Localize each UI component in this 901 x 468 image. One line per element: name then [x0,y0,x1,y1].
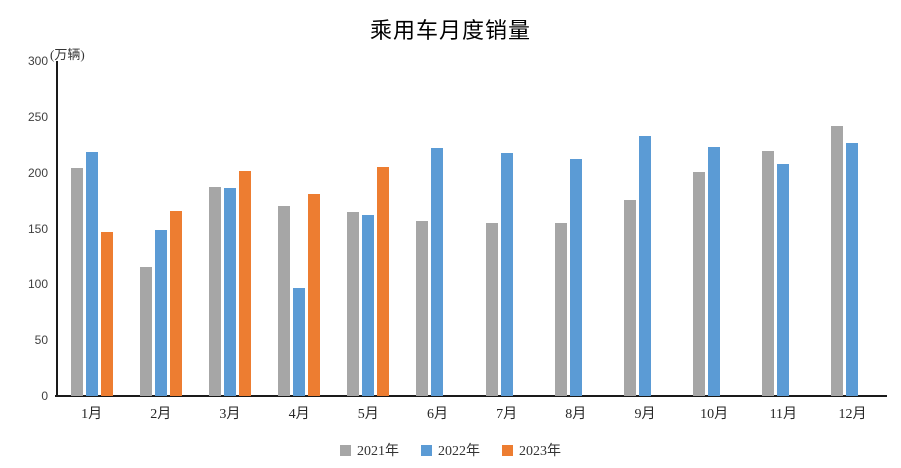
x-axis-label: 5月 [357,407,379,422]
bar-2022年-10月 [708,146,721,396]
bar-group-1月 [57,61,126,396]
bar-2023年-3月 [238,170,251,396]
x-axis-label: 9月 [634,407,656,422]
bar-2021年-11月 [762,151,775,396]
bar-2023年-4月 [308,193,321,396]
bar-group-12月 [818,61,887,396]
x-axis-line [55,395,887,397]
y-tick-label: 150 [27,221,48,236]
x-axis-label: 1月 [81,407,103,422]
bar-2022年-4月 [293,288,306,396]
legend-swatch-icon [502,444,513,456]
bar-2022年-6月 [431,147,444,396]
x-axis-label: 7月 [496,407,518,422]
bar-2023年-2月 [169,211,182,396]
bar-2021年-6月 [416,220,429,396]
bar-group-8月 [541,61,610,396]
legend-swatch-icon [421,444,432,456]
bar-2022年-9月 [638,135,651,396]
bar-2021年-9月 [623,200,636,396]
bar-group-5月 [334,61,403,396]
bar-2022年-3月 [223,187,236,396]
y-tick-label: 50 [34,333,48,348]
bar-2022年-11月 [777,164,790,396]
chart-legend: 2021年 2022年 2023年 [0,440,901,460]
bar-group-3月 [195,61,264,396]
bar-group-2月 [126,61,195,396]
y-axis-unit-label: (万辆) [50,47,85,62]
bar-group-10月 [680,61,749,396]
y-tick-label: 0 [41,389,48,403]
bar-group-6月 [403,61,472,396]
bar-2022年-2月 [154,229,167,396]
bar-2021年-1月 [70,167,83,396]
bar-2021年-8月 [554,222,567,396]
bar-2022年-7月 [500,153,513,396]
bar-group-4月 [265,61,334,396]
bar-2021年-10月 [693,171,706,396]
x-axis-labels: 1月 2月 3月 4月 5月 6月 7月 8月 9月 10月 11月 12月 [57,403,887,423]
bar-2022年-1月 [85,151,98,396]
bar-group-7月 [472,61,541,396]
bar-group-11月 [749,61,818,396]
bar-2022年-12月 [846,143,859,396]
x-axis-label: 10月 [700,407,729,422]
bar-2023年-1月 [100,231,113,396]
y-tick-label: 200 [27,165,48,180]
bar-2021年-7月 [485,222,498,396]
legend-label: 2022年 [438,444,480,459]
bar-2021年-12月 [831,125,844,396]
chart-title: 乘用车月度销量 [369,18,531,43]
bar-2022年-8月 [569,158,582,396]
legend-item-2023年: 2023年 [502,440,561,460]
legend-label: 2023年 [519,444,561,459]
bar-2022年-5月 [362,214,375,396]
y-tick-label: 300 [27,54,48,68]
bar-2021年-5月 [347,212,360,396]
bar-2023年-5月 [377,166,390,396]
y-axis-tick-labels: 300 250 200 150 100 50 0 [0,0,48,468]
legend-label: 2021年 [357,444,399,459]
x-axis-label: 11月 [769,407,798,422]
bar-2021年-2月 [139,266,152,396]
y-tick-label: 100 [27,277,48,292]
bar-2021年-4月 [278,205,291,396]
bar-2021年-3月 [208,186,221,396]
legend-item-2022年: 2022年 [421,440,480,460]
x-axis-label: 3月 [219,407,241,422]
x-axis-label: 6月 [426,407,448,422]
x-axis-label: 12月 [838,407,867,422]
x-axis-label: 2月 [150,407,172,422]
x-axis-label: 8月 [565,407,587,422]
legend-swatch-icon [340,444,351,456]
x-axis-label: 4月 [288,407,310,422]
y-tick-label: 250 [27,109,48,124]
y-axis-line [56,61,58,396]
legend-item-2021年: 2021年 [340,440,399,460]
plot-area [57,61,887,396]
bar-group-9月 [610,61,679,396]
